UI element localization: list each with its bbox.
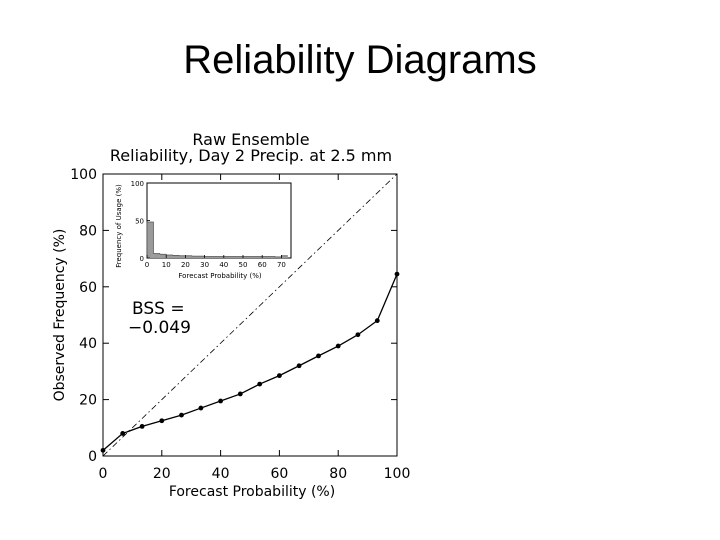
data-point	[198, 405, 204, 411]
x-tick-label: 20	[153, 466, 171, 482]
usage-bar	[147, 222, 154, 258]
inset-y-tick-label: 100	[131, 180, 144, 188]
diagonal-reference	[102, 173, 398, 457]
data-point	[335, 343, 341, 349]
data-point	[355, 332, 361, 338]
x-tick-label: 60	[270, 466, 288, 482]
plot-frame	[102, 173, 398, 457]
usage-bar	[185, 255, 192, 258]
usage-bar	[223, 256, 231, 258]
data-point	[100, 447, 106, 453]
chart-subtitle: Reliability, Day 2 Precip. at 2.5 mm	[110, 146, 392, 165]
inset-x-tick-label: 0	[145, 261, 149, 269]
reliability-series	[100, 271, 400, 453]
data-point	[257, 381, 263, 387]
x-tick-label: 100	[384, 466, 411, 482]
usage-bar	[262, 256, 269, 258]
usage-bar	[249, 256, 256, 258]
inset-x-tick-label: 30	[200, 261, 209, 269]
usage-bar	[204, 256, 211, 258]
usage-bar	[198, 256, 205, 258]
inset-x-tick-label: 40	[219, 261, 228, 269]
usage-bar	[210, 256, 218, 258]
inset-y-tick-label: 0	[140, 255, 144, 263]
usage-bar	[179, 255, 186, 258]
y-tick-label: 80	[79, 223, 97, 239]
usage-bar	[159, 254, 167, 258]
inset-y-label: Frequency of Usage (%)	[115, 184, 123, 268]
usage-bar	[217, 256, 224, 258]
data-point	[316, 353, 321, 359]
inset-x-tick-label: 70	[277, 261, 286, 269]
reference-line	[102, 173, 398, 457]
inset-x-tick-label: 60	[258, 261, 267, 269]
usage-bar	[236, 256, 243, 258]
usage-bar	[255, 256, 263, 258]
bss-value: −0.049	[128, 318, 191, 338]
y-axis-label: Observed Frequency (%)	[52, 229, 68, 402]
usage-bar	[153, 253, 160, 258]
usage-bar	[281, 255, 288, 258]
data-point	[296, 363, 302, 369]
data-point	[159, 418, 165, 424]
y-tick-label: 40	[79, 336, 97, 352]
chart-title: Raw Ensemble	[192, 130, 309, 149]
usage-bar	[268, 256, 275, 258]
y-tick-label: 0	[88, 449, 97, 465]
usage-bar	[172, 255, 179, 258]
usage-bar	[191, 256, 199, 258]
y-tick-label: 20	[79, 393, 97, 409]
x-tick-label: 40	[212, 466, 230, 482]
data-point	[218, 398, 224, 404]
data-point	[120, 431, 126, 436]
usage-bar	[275, 256, 282, 258]
inset-x-tick-label: 10	[162, 261, 171, 269]
data-point	[374, 318, 380, 324]
usage-outline	[146, 221, 288, 258]
x-tick-label: 0	[99, 466, 108, 482]
data-point	[179, 412, 184, 418]
inset-frame	[146, 182, 292, 259]
usage-bar	[166, 255, 173, 258]
x-axis-label: Forecast Probability (%)	[169, 484, 335, 500]
x-tick-label: 80	[329, 466, 347, 482]
slide-title: Reliability Diagrams	[183, 38, 537, 82]
inset-x-tick-label: 50	[239, 261, 248, 269]
inset-x-tick-label: 20	[181, 261, 190, 269]
y-tick-label: 100	[70, 167, 97, 183]
data-point	[277, 373, 282, 379]
data-point	[237, 391, 243, 397]
inset-ticks: 0 10 20 30 40 50 60 70 0 50 100	[131, 180, 286, 269]
inset-x-label: Forecast Probability (%)	[178, 272, 261, 280]
bss-label: BSS =	[132, 299, 185, 319]
y-tick-label: 60	[79, 280, 97, 296]
data-point	[139, 423, 145, 429]
usage-bar	[230, 256, 237, 258]
data-point	[394, 271, 400, 277]
inset-y-tick-label: 50	[135, 218, 144, 226]
series-line	[102, 273, 398, 451]
usage-bar	[243, 256, 250, 258]
inset-bars	[146, 221, 288, 258]
